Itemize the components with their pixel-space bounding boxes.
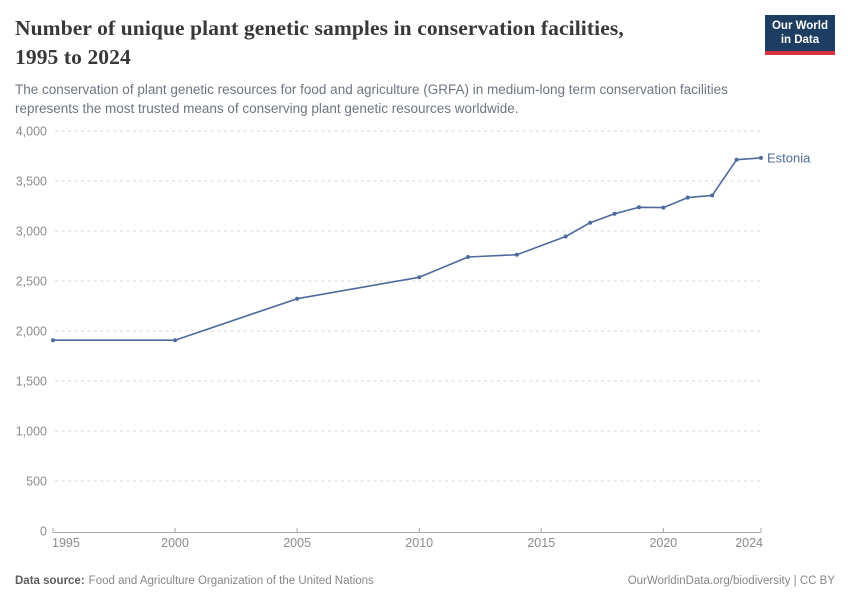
data-point[interactable]: [685, 195, 690, 200]
chart-subtitle-line1: The conservation of plant genetic resour…: [15, 82, 728, 98]
x-axis-label: 2010: [405, 536, 433, 550]
chart-title-line2: 1995 to 2024: [15, 44, 131, 69]
x-axis-label: 1995: [52, 536, 80, 550]
chart-title: Number of unique plant genetic samples i…: [15, 14, 835, 71]
y-axis-label: 0: [40, 525, 47, 539]
y-axis-label: 1,000: [16, 425, 47, 439]
data-point[interactable]: [636, 205, 641, 210]
data-point[interactable]: [563, 234, 568, 239]
data-point[interactable]: [612, 211, 617, 216]
series-line-estonia[interactable]: [53, 157, 762, 342]
data-source-value: Food and Agriculture Organization of the…: [88, 575, 374, 587]
chart-header: Number of unique plant genetic samples i…: [15, 14, 835, 118]
data-point[interactable]: [466, 255, 471, 259]
x-axis-label: 2015: [527, 536, 555, 550]
data-point[interactable]: [759, 155, 763, 160]
y-axis-label: 3,500: [16, 175, 47, 189]
x-axis-label: 2005: [283, 536, 311, 550]
chart-subtitle: The conservation of plant genetic resour…: [15, 80, 835, 118]
y-axis-label: 500: [26, 475, 47, 489]
data-source-label: Data source:: [15, 575, 85, 587]
y-axis-label: 4,000: [16, 125, 47, 139]
y-axis-label: 2,500: [16, 275, 47, 289]
data-point[interactable]: [417, 275, 422, 280]
data-point[interactable]: [710, 193, 715, 198]
x-axis-label: 2020: [649, 536, 677, 550]
data-point[interactable]: [295, 296, 300, 301]
owid-logo-line2: in Data: [780, 33, 820, 46]
data-point[interactable]: [51, 338, 55, 343]
owid-logo[interactable]: Our World in Data: [764, 15, 835, 55]
y-axis-label: 3,000: [16, 225, 47, 239]
data-point[interactable]: [588, 220, 593, 225]
data-point[interactable]: [173, 338, 178, 343]
chart-title-line1: Number of unique plant genetic samples i…: [15, 16, 624, 40]
data-point[interactable]: [734, 157, 739, 162]
x-axis-label: 2000: [161, 536, 189, 550]
owid-logo-line1: Our World: [771, 20, 828, 32]
chart-footer: Data source: Food and Agriculture Organiz…: [15, 575, 835, 587]
chart-subtitle-line2: represents the most trusted means of con…: [15, 101, 519, 117]
y-axis-label: 2,000: [16, 325, 47, 339]
x-axis-label: 2024: [735, 536, 763, 550]
data-point[interactable]: [661, 205, 666, 210]
y-axis-label: 1,500: [16, 375, 47, 389]
data-source: Data source: Food and Agriculture Organiz…: [15, 575, 374, 587]
footer-credit-link[interactable]: OurWorldinData.org/biodiversity | CC BY: [627, 575, 835, 587]
series-label-estonia[interactable]: Estonia: [767, 150, 811, 165]
data-point[interactable]: [514, 252, 519, 257]
